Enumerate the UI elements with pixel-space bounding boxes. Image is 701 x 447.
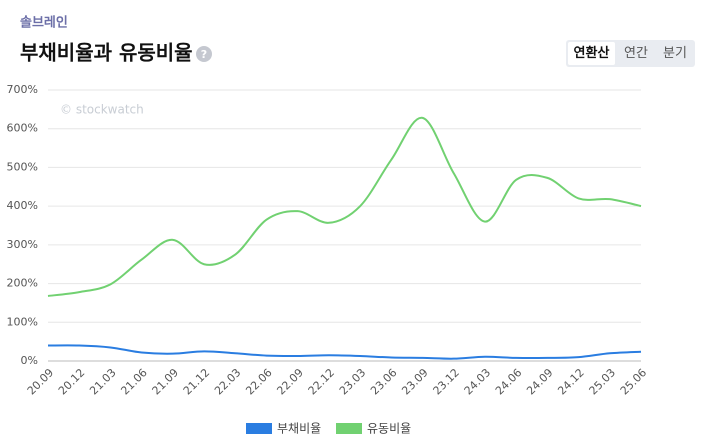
x-tick-label: 21.12 (181, 366, 212, 397)
x-tick-label: 22.03 (212, 366, 243, 397)
legend-swatch (246, 423, 272, 434)
y-tick-label: 0% (21, 354, 38, 367)
series-line (47, 344, 642, 360)
legend-label: 유동비율 (367, 422, 411, 436)
legend-label: 부채비율 (277, 422, 321, 436)
x-tick-label: 23.06 (368, 366, 399, 397)
y-tick-label: 700% (7, 83, 38, 96)
x-tick-label: 25.06 (618, 366, 649, 397)
x-tick-label: 24.12 (555, 366, 586, 397)
x-tick-label: 23.12 (431, 366, 462, 397)
y-tick-label: 400% (7, 199, 38, 212)
y-tick-label: 500% (7, 160, 38, 173)
tab[interactable]: 연환산 (568, 42, 615, 65)
x-tick-label: 25.03 (587, 366, 618, 397)
help-icon-text[interactable]: ? (201, 48, 207, 61)
x-tick-label: 24.06 (493, 366, 524, 397)
series-line (47, 116, 642, 297)
watermark: © stockwatch (60, 103, 144, 117)
legend-swatch (336, 423, 362, 434)
help-icon[interactable] (196, 46, 212, 62)
x-tick-label: 21.09 (150, 366, 181, 397)
x-tick-label: 22.09 (274, 366, 305, 397)
x-tick-label: 22.12 (306, 366, 337, 397)
tab[interactable]: 분기 (663, 46, 687, 61)
x-tick-label: 23.03 (337, 366, 368, 397)
x-tick-label: 24.03 (462, 366, 493, 397)
x-tick-label: 20.12 (56, 366, 87, 397)
x-tick-label: 21.03 (87, 366, 118, 397)
y-tick-label: 300% (7, 238, 38, 251)
y-tick-label: 200% (7, 277, 38, 290)
y-tick-label: 100% (7, 315, 38, 328)
x-tick-label: 21.06 (118, 366, 149, 397)
x-tick-label: 24.09 (524, 366, 555, 397)
y-tick-label: 600% (7, 122, 38, 135)
chart-title: 부채비율과 유동비율 (20, 41, 193, 65)
company-name: 솔브레인 (20, 15, 68, 31)
x-tick-label: 20.09 (25, 366, 56, 397)
x-tick-label: 22.06 (243, 366, 274, 397)
tab-group: 연환산 연간 분기 (566, 40, 695, 67)
x-tick-label: 23.09 (399, 366, 430, 397)
tab[interactable]: 연간 (624, 46, 648, 61)
